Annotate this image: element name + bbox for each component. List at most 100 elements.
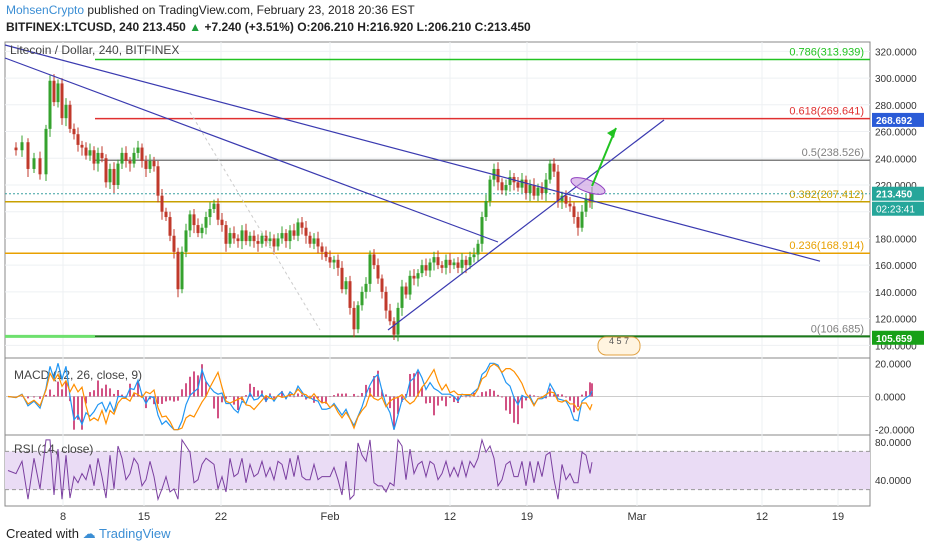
candle-body [156,166,160,196]
candle-body [404,286,408,295]
candle-body [88,150,92,156]
candle-body [332,259,336,263]
candle-body [448,259,452,266]
chart-title: Litecoin / Dollar, 240, BITFINEX [10,43,179,57]
resistance-price-tag-bg [872,112,924,127]
candle-body [428,262,432,271]
rsi-y-tick: 80.0000 [875,438,912,449]
candle-body [188,214,192,231]
resistance-price-tag: 268.692 [876,116,913,127]
candle-body [128,160,132,164]
candle-body [484,201,488,218]
candle-body [56,83,60,103]
candle-body [580,211,584,228]
candle-body [48,80,52,129]
fib-label: 0.236(168.914) [789,240,864,252]
candle-body [396,307,400,335]
candle-body [272,238,276,247]
candle-body [504,184,508,191]
change-arrow-icon: ▲ [189,20,202,34]
candle-body [124,152,128,161]
candle-body [348,281,352,308]
candle-body [76,134,80,145]
candle-body [276,238,280,247]
current-price-tag: 213.450 [876,190,913,201]
candle-body [524,179,528,193]
macd-y-tick: 0.0000 [875,393,906,404]
candle-body [256,241,260,244]
candle-body [436,257,440,266]
candle-body [440,265,444,268]
drawings: 4 5 7 [4,44,821,356]
candle-body [72,128,76,135]
symbol-info: BITFINEX:LTCUSD, 240 213.450 ▲ +7.240 (+… [6,20,531,34]
candle-body [364,283,368,292]
candle-body [340,267,344,290]
candle-body [224,225,228,244]
candle-body [384,291,388,311]
candle-body [520,179,524,188]
candle-body [280,233,284,239]
candle-body [116,163,120,185]
countdown-bg [872,201,924,216]
candle-body [60,83,64,119]
fib-label: 0.618(269.641) [789,106,864,118]
candle-body [380,278,384,292]
candle-body [288,230,292,242]
price-axis: 320.0000 300.0000 280.0000 260.0000 240.0000… [872,47,924,352]
candle-body [488,179,492,202]
candle-body [544,179,548,193]
publish-info: MohsenCrypto published on TradingView.co… [6,3,415,17]
candle-body [148,160,152,169]
plot-frame [4,41,871,507]
candle-body [160,195,164,212]
fib-label: 0.382(207.412) [789,189,864,201]
candle-body [452,262,456,266]
candle-body [52,80,56,103]
candle-body [216,203,220,220]
candle-body [500,182,504,191]
candle-body [152,160,156,167]
candle-body [104,158,108,183]
y-tick-label: 240.0000 [875,154,917,165]
candle-body [200,227,204,234]
candle-body [590,193,594,202]
tradingview-link[interactable]: TradingView [99,526,171,541]
candle-body [324,251,328,258]
candle-body [444,259,448,268]
candle-body [336,259,340,268]
candle-body [292,230,296,236]
candle-body [268,238,272,242]
candle-body [564,195,568,204]
candle-body [252,235,256,242]
trendline-support [387,119,665,331]
macd-y-tick: -20.0000 [875,426,915,437]
last-price: 213.450 [142,20,186,34]
events-badge [597,336,641,356]
x-tick-label: Feb [321,511,340,523]
ohlc-values: O:206.210 H:216.920 L:206.210 C:213.450 [297,20,531,34]
candle-body [108,168,112,183]
candle-body [508,176,512,185]
forecast-ellipse [570,177,606,195]
author-link[interactable]: MohsenCrypto [6,3,85,17]
candle-body [144,160,148,169]
candle-body [312,238,316,244]
candle-body [220,219,224,226]
macd-line [7,362,593,431]
candle-body [360,291,364,306]
fib-label: 0.5(238.526) [802,147,864,159]
candle-body [388,310,392,322]
forecast-arrow [591,127,617,187]
candle-body [516,182,520,188]
y-tick-label: 260.0000 [875,128,917,139]
candle-body [64,104,68,119]
candle-body [432,257,436,263]
candle-body [296,222,300,236]
candle-body [184,230,188,252]
macd-title: MACD (12, 26, close, 9) [14,368,142,382]
candle-body [164,211,168,218]
candle-body [356,305,360,330]
candle-body [172,235,176,252]
candle-body [400,286,404,308]
